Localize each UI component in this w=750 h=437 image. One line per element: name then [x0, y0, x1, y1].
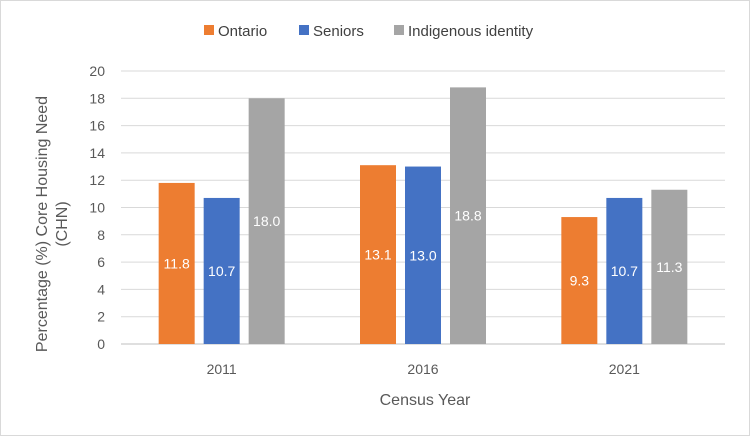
bars — [158, 87, 688, 344]
data-label: 11.8 — [164, 255, 190, 271]
bar-indigenous-identity-2011 — [248, 98, 285, 344]
y-tick-label: 14 — [89, 145, 105, 161]
y-tick-label: 2 — [97, 309, 105, 325]
data-labels: 11.8 10.7 18.0 13.1 13.0 18.8 9.3 10.7 11.3 — [164, 208, 683, 289]
y-axis-title-line-1: Percentage (%) Core Housing Need — [34, 96, 51, 352]
data-label: 18.8 — [454, 208, 481, 224]
data-label: 13.1 — [364, 247, 391, 263]
y-tick-label: 20 — [89, 63, 105, 79]
legend-swatch-ontario — [204, 25, 214, 35]
bar-indigenous-identity-2021 — [651, 189, 688, 344]
y-tick-label: 10 — [89, 200, 105, 216]
legend-swatch-seniors — [299, 25, 309, 35]
y-tick-label: 18 — [89, 90, 105, 106]
data-label: 11.3 — [656, 259, 682, 275]
legend-label-indigenous-identity: Indigenous identity — [408, 23, 534, 40]
bar-indigenous-identity-2016 — [450, 87, 486, 344]
bar-ontario-2011 — [158, 182, 195, 344]
y-tick-label: 6 — [97, 254, 105, 270]
bar-ontario-2016 — [360, 165, 396, 344]
y-axis-ticks: 0 2 4 6 8 10 12 14 16 18 20 — [89, 63, 105, 352]
data-label: 18.0 — [253, 213, 280, 229]
y-tick-label: 16 — [89, 118, 105, 134]
x-axis-ticks: 2011 2016 2021 — [207, 361, 641, 377]
data-label: 10.7 — [611, 263, 638, 279]
legend: Ontario Seniors Indigenous identity — [204, 23, 534, 40]
y-axis-title-line-2: (CHN) — [54, 201, 71, 246]
bar-ontario-2021 — [561, 217, 598, 344]
x-tick-label-2021: 2021 — [609, 361, 640, 377]
x-tick-label-2016: 2016 — [407, 361, 438, 377]
legend-label-ontario: Ontario — [218, 23, 267, 40]
bar-seniors-2011 — [203, 197, 240, 344]
bar-seniors-2021 — [606, 197, 643, 344]
legend-label-seniors: Seniors — [313, 23, 364, 40]
data-label: 9.3 — [570, 273, 590, 289]
y-tick-label: 8 — [97, 227, 105, 243]
data-label: 13.0 — [409, 247, 436, 263]
x-axis-title: Census Year — [380, 392, 471, 409]
y-tick-label: 4 — [97, 281, 105, 297]
y-axis-title: Percentage (%) Core Housing Need (CHN) — [34, 96, 71, 352]
bar-seniors-2016 — [405, 166, 441, 344]
y-tick-label: 12 — [89, 172, 105, 188]
data-label: 10.7 — [208, 263, 235, 279]
legend-swatch-indigenous-identity — [394, 25, 404, 35]
y-tick-label: 0 — [97, 336, 105, 352]
x-tick-label-2011: 2011 — [207, 361, 237, 377]
